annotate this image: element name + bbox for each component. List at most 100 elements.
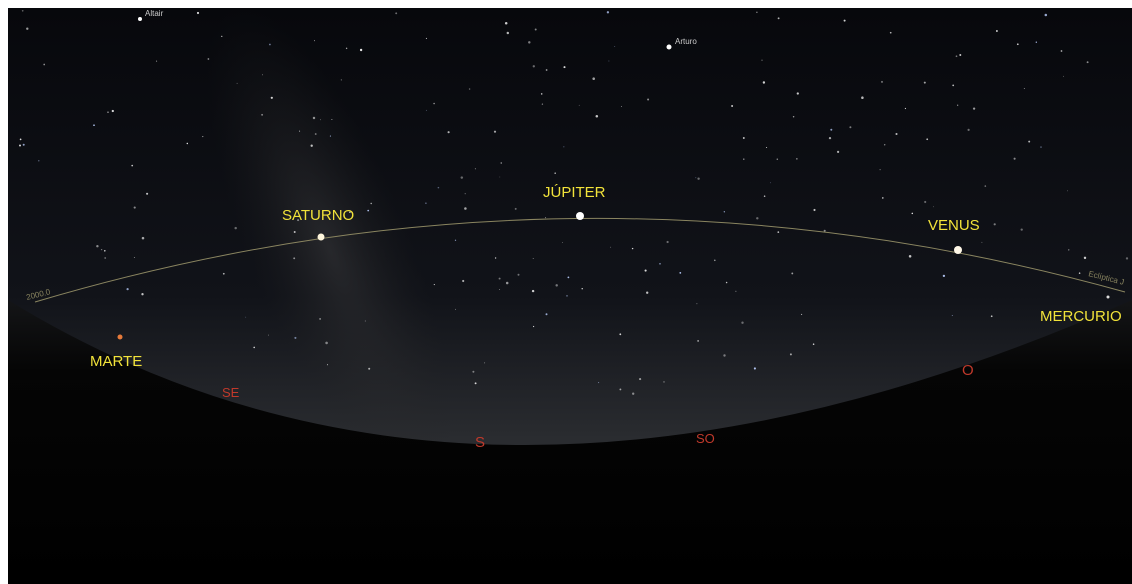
star xyxy=(469,88,471,90)
star xyxy=(26,28,28,30)
star xyxy=(134,207,136,209)
star xyxy=(566,295,567,296)
star xyxy=(777,231,779,233)
star xyxy=(639,378,641,380)
star xyxy=(360,49,362,51)
star xyxy=(134,257,135,258)
star xyxy=(724,211,725,212)
direction-label: S xyxy=(475,434,485,451)
star xyxy=(313,117,315,119)
star xyxy=(829,137,831,139)
star xyxy=(1068,249,1069,250)
star xyxy=(861,96,864,99)
star xyxy=(325,342,328,345)
star xyxy=(996,30,998,32)
star xyxy=(271,97,273,99)
star xyxy=(924,201,926,203)
planet-label: VENUS xyxy=(928,217,980,234)
star xyxy=(1017,43,1019,45)
star xyxy=(131,165,133,167)
star xyxy=(735,291,736,292)
star xyxy=(952,84,954,86)
star xyxy=(532,290,534,292)
star xyxy=(475,168,476,169)
star xyxy=(778,17,780,19)
star xyxy=(455,240,456,241)
star xyxy=(796,158,797,159)
star xyxy=(368,368,370,370)
star xyxy=(138,17,142,21)
star xyxy=(981,242,982,243)
star xyxy=(448,131,450,133)
star xyxy=(494,131,496,133)
star xyxy=(567,276,569,278)
star xyxy=(515,208,517,210)
star xyxy=(994,223,996,225)
star xyxy=(234,227,236,229)
star xyxy=(797,92,799,94)
star xyxy=(505,22,508,25)
star xyxy=(499,278,501,280)
star xyxy=(608,61,609,62)
star xyxy=(426,110,427,111)
star xyxy=(714,260,716,262)
star xyxy=(697,178,699,180)
star xyxy=(484,362,485,363)
star xyxy=(813,343,815,345)
star xyxy=(562,242,563,243)
star xyxy=(142,237,145,240)
star xyxy=(924,82,926,84)
star xyxy=(741,322,743,324)
star xyxy=(245,317,246,318)
star xyxy=(346,48,347,49)
star xyxy=(506,282,509,285)
star xyxy=(912,213,914,215)
star xyxy=(112,110,114,112)
star xyxy=(370,203,371,204)
star xyxy=(614,46,615,47)
star xyxy=(830,129,832,131)
star xyxy=(237,83,238,84)
star-label: Altair xyxy=(145,9,164,18)
planet-label: MERCURIO xyxy=(1040,308,1122,325)
planetarium-view: Altair Arturo SATURNO JÚPITER VENUS MERC… xyxy=(0,0,1132,584)
star xyxy=(331,119,332,120)
star xyxy=(621,106,622,107)
star xyxy=(756,12,757,13)
star xyxy=(426,38,427,39)
star xyxy=(564,147,565,148)
star xyxy=(472,371,474,373)
star xyxy=(455,309,456,310)
star xyxy=(881,81,883,83)
star xyxy=(770,182,771,183)
star xyxy=(104,257,106,259)
star xyxy=(632,393,634,395)
star xyxy=(555,284,557,286)
star xyxy=(187,143,188,144)
star xyxy=(1036,42,1037,43)
star xyxy=(501,162,502,163)
star xyxy=(933,206,934,207)
star xyxy=(813,209,815,211)
star xyxy=(801,314,802,315)
star xyxy=(499,289,500,290)
star xyxy=(528,41,530,43)
star xyxy=(104,250,106,252)
star xyxy=(582,288,583,289)
star xyxy=(679,272,681,274)
star xyxy=(542,103,543,104)
star xyxy=(1079,272,1081,274)
star xyxy=(1028,141,1030,143)
planet xyxy=(954,246,962,254)
star xyxy=(535,29,537,31)
star xyxy=(197,12,199,14)
star xyxy=(319,318,321,320)
star xyxy=(146,193,148,195)
star xyxy=(499,177,500,178)
star xyxy=(646,292,648,294)
star xyxy=(546,313,548,315)
star xyxy=(880,169,881,170)
star xyxy=(743,158,744,159)
star xyxy=(533,326,534,327)
star xyxy=(844,20,846,22)
